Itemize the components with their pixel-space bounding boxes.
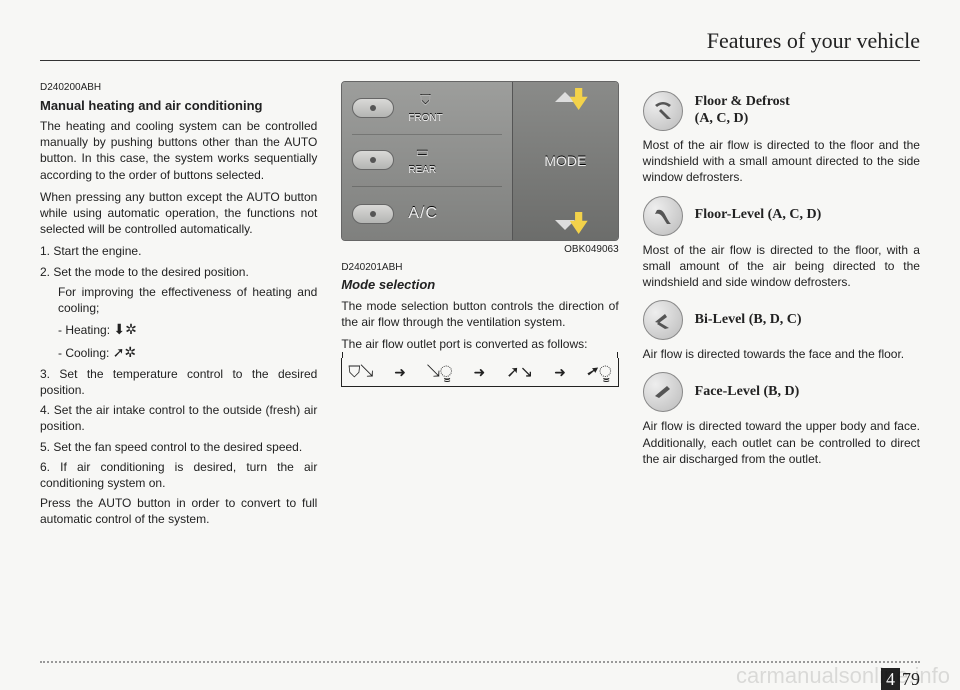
column-2: ⛉FRONT ▭REAR A/C MODE bbox=[341, 81, 618, 534]
mode-title: Floor & Defrost bbox=[695, 94, 790, 111]
list-item: 2. Set the mode to the desired position. bbox=[40, 264, 317, 280]
floor-icon bbox=[643, 196, 683, 236]
para: The air flow outlet port is converted as… bbox=[341, 336, 618, 352]
column-1: D240200ABH Manual heating and air condit… bbox=[40, 81, 317, 534]
para: Press the AUTO button in order to conver… bbox=[40, 495, 317, 527]
doc-code-1: D240200ABH bbox=[40, 81, 317, 95]
ac-button: A/C bbox=[408, 203, 438, 225]
indicator-pill bbox=[352, 204, 394, 224]
column-3: Floor & Defrost (A, C, D) Most of the ai… bbox=[643, 81, 920, 534]
face-glyph-icon: ➚ੂ bbox=[587, 362, 612, 384]
columns: D240200ABH Manual heating and air condit… bbox=[40, 81, 920, 534]
list-item: 1. Start the engine. bbox=[40, 243, 317, 259]
heating-icon: ⬇︎✲ bbox=[113, 321, 136, 337]
list-item: 3. Set the temperature control to the de… bbox=[40, 366, 317, 398]
subheading-mode: Mode selection bbox=[341, 276, 618, 294]
arrow-icon: ➜ bbox=[554, 363, 566, 382]
para: When pressing any button except the AUTO… bbox=[40, 189, 317, 238]
list-item: 6. If air conditioning is desired, turn … bbox=[40, 459, 317, 491]
mode-sequence: ⛉↘ ➜ ↘ੂ ➜ ➚↘ ➜ ➚ੂ bbox=[341, 358, 618, 387]
cooling-icon: ➚✲ bbox=[113, 344, 136, 360]
bilevel-icon bbox=[643, 300, 683, 340]
indicator-pill bbox=[352, 98, 394, 118]
watermark: carmanualsonline.info bbox=[0, 663, 960, 689]
floor-defrost-glyph-icon: ⛉↘ bbox=[348, 362, 373, 384]
para: Air flow is directed toward the upper bo… bbox=[643, 418, 920, 467]
heating-label: - Heating: bbox=[58, 323, 110, 337]
doc-code-2: D240201ABH bbox=[341, 261, 618, 275]
front-defrost-button: ⛉FRONT bbox=[408, 91, 442, 125]
cooling-label: - Cooling: bbox=[58, 346, 109, 360]
rear-defrost-button: ▭REAR bbox=[408, 143, 436, 177]
list-sub: - Heating: ⬇︎✲ bbox=[40, 320, 317, 339]
list-sub: For improving the effectiveness of heati… bbox=[40, 284, 317, 316]
list-item: 4. Set the air intake control to the out… bbox=[40, 402, 317, 434]
list-sub: - Cooling: ➚✲ bbox=[40, 343, 317, 362]
page-header: Features of your vehicle bbox=[40, 28, 920, 61]
mode-button: MODE bbox=[544, 152, 586, 171]
mode-face: Face-Level (B, D) bbox=[643, 372, 920, 412]
bilevel-glyph-icon: ➚↘ bbox=[506, 362, 533, 384]
mode-title: Floor-Level (A, C, D) bbox=[695, 207, 822, 224]
mode-floor-defrost: Floor & Defrost (A, C, D) bbox=[643, 91, 920, 131]
heading-manual: Manual heating and air conditioning bbox=[40, 97, 317, 115]
floor-defrost-icon bbox=[643, 91, 683, 131]
para: Air flow is directed towards the face an… bbox=[643, 346, 920, 362]
para: Most of the air flow is directed to the … bbox=[643, 242, 920, 291]
arrow-icon: ➜ bbox=[474, 363, 486, 382]
mode-bilevel: Bi-Level (B, D, C) bbox=[643, 300, 920, 340]
para: The mode selection button controls the d… bbox=[341, 298, 618, 330]
mode-title: Face-Level (B, D) bbox=[695, 384, 800, 401]
mode-floor: Floor-Level (A, C, D) bbox=[643, 196, 920, 236]
mode-title: Bi-Level (B, D, C) bbox=[695, 312, 802, 329]
mode-sub: (A, C, D) bbox=[695, 111, 790, 128]
list-item: 5. Set the fan speed control to the desi… bbox=[40, 439, 317, 455]
arrow-icon: ➜ bbox=[394, 363, 406, 382]
para: Most of the air flow is directed to the … bbox=[643, 137, 920, 186]
floor-glyph-icon: ↘ੂ bbox=[427, 362, 453, 384]
face-icon bbox=[643, 372, 683, 412]
image-code: OBK049063 bbox=[341, 243, 618, 257]
para: The heating and cooling system can be co… bbox=[40, 118, 317, 183]
control-panel-image: ⛉FRONT ▭REAR A/C MODE bbox=[341, 81, 618, 241]
indicator-pill bbox=[352, 150, 394, 170]
